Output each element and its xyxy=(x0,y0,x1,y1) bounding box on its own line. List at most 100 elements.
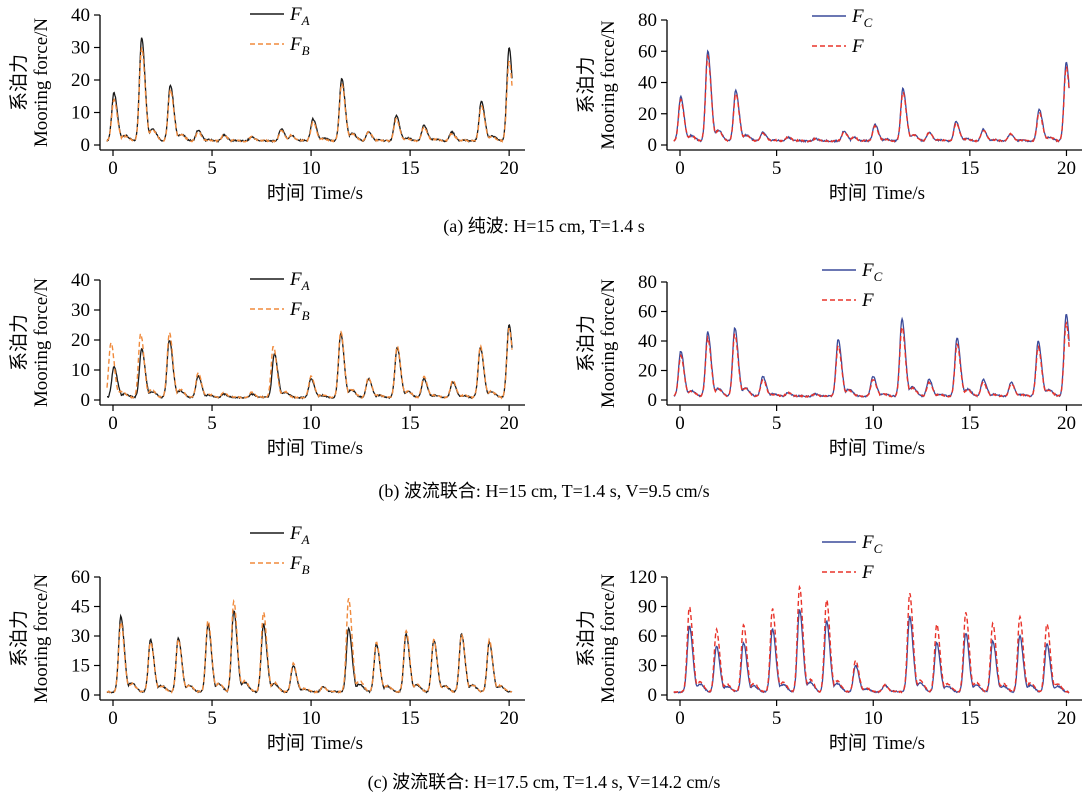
x-axis-label: 时间 Time/s xyxy=(267,732,363,754)
x-tick-label: 5 xyxy=(772,158,782,179)
x-tick-label: 20 xyxy=(1057,158,1076,179)
x-tick-label: 0 xyxy=(675,708,685,729)
y-tick-label: 60 xyxy=(71,567,90,588)
x-axis-label: 时间 Time/s xyxy=(267,437,363,459)
legend-label: FC xyxy=(851,6,873,30)
x-tick-label: 20 xyxy=(500,708,519,729)
x-tick-label: 5 xyxy=(207,708,217,729)
chart-c-left: 0 5 10 15 20 0 15 30 45 60 时间 Time/s 系泊力 Mooring for… xyxy=(8,523,525,754)
y-tick-label: 80 xyxy=(638,272,657,293)
y-tick-label: 20 xyxy=(71,330,90,351)
legend-label: FC xyxy=(861,260,883,284)
y-tick-label: 40 xyxy=(71,5,90,26)
series-f-a-line xyxy=(107,323,513,400)
x-tick-label: 5 xyxy=(207,413,217,434)
y-tick-label: 30 xyxy=(71,300,90,321)
legend-label: F xyxy=(861,562,874,583)
legend-label: FA xyxy=(289,4,310,28)
x-tick-label: 0 xyxy=(108,158,118,179)
x-tick-label: 0 xyxy=(675,158,685,179)
y-tick-label: 20 xyxy=(71,70,90,91)
caption-b: (b) 波流联合: H=15 cm, T=1.4 s, V=9.5 cm/s xyxy=(378,481,709,502)
x-tick-label: 5 xyxy=(772,413,782,434)
x-axis-label: 时间 Time/s xyxy=(829,732,925,754)
x-tick-label: 5 xyxy=(207,158,217,179)
y-axis-label-cn: 系泊力 xyxy=(575,610,597,667)
y-tick-label: 60 xyxy=(638,41,657,62)
x-tick-label: 0 xyxy=(108,708,118,729)
y-axis-label-en: Mooring force/N xyxy=(598,279,619,409)
chart-b-right: 0 5 10 15 20 0 20 40 60 80 时间 Time/s 系泊力 Mooring for… xyxy=(575,260,1082,459)
legend-label: FB xyxy=(289,34,310,58)
y-tick-label: 60 xyxy=(638,302,657,323)
x-tick-label: 20 xyxy=(500,158,519,179)
legend-label: FB xyxy=(289,299,310,323)
x-tick-label: 15 xyxy=(401,158,420,179)
x-tick-label: 20 xyxy=(1057,708,1076,729)
x-tick-label: 15 xyxy=(960,413,979,434)
legend-label: FB xyxy=(289,553,310,577)
y-tick-label: 0 xyxy=(81,685,91,706)
y-tick-label: 20 xyxy=(638,104,657,125)
x-tick-label: 10 xyxy=(302,708,321,729)
y-tick-label: 60 xyxy=(638,626,657,647)
x-tick-label: 5 xyxy=(772,708,782,729)
y-axis-label-en: Mooring force/N xyxy=(31,278,52,408)
chart-c-right: 0 5 10 15 20 0 30 60 90 120 时间 Time/s 系泊力 Mooring fo… xyxy=(575,532,1082,754)
x-tick-label: 10 xyxy=(864,158,883,179)
series-f-c-line xyxy=(673,609,1070,694)
legend-label: FA xyxy=(289,269,310,293)
x-tick-label: 15 xyxy=(960,708,979,729)
y-tick-label: 90 xyxy=(638,597,657,618)
y-tick-label: 30 xyxy=(638,656,657,677)
y-axis-label-cn: 系泊力 xyxy=(8,314,30,371)
chart-a-right: 0 5 10 15 20 0 20 40 60 80 时间 Time/s 系泊力 Mooring for… xyxy=(575,6,1082,204)
x-tick-label: 10 xyxy=(864,413,883,434)
y-axis-label-en: Mooring force/N xyxy=(31,18,52,148)
y-axis-label-cn: 系泊力 xyxy=(8,54,30,111)
x-tick-label: 15 xyxy=(401,413,420,434)
y-axis-label-cn: 系泊力 xyxy=(575,315,597,372)
y-tick-label: 45 xyxy=(71,597,90,618)
y-tick-label: 10 xyxy=(71,103,90,124)
series-f-b-line xyxy=(106,598,513,694)
series-f-c-line xyxy=(673,49,1070,144)
x-tick-label: 20 xyxy=(1057,413,1076,434)
x-tick-label: 20 xyxy=(500,413,519,434)
legend-label: FC xyxy=(861,532,883,556)
y-tick-label: 120 xyxy=(629,567,658,588)
series-f-b-line xyxy=(106,47,513,144)
x-axis-label: 时间 Time/s xyxy=(829,182,925,204)
y-tick-label: 20 xyxy=(638,361,657,382)
y-tick-label: 30 xyxy=(71,626,90,647)
y-tick-label: 40 xyxy=(71,270,90,291)
series-f-line xyxy=(673,320,1070,398)
x-tick-label: 15 xyxy=(401,708,420,729)
y-tick-label: 15 xyxy=(71,656,90,677)
x-tick-label: 0 xyxy=(675,413,685,434)
y-axis-label-en: Mooring force/N xyxy=(598,20,619,150)
legend-label: FA xyxy=(289,523,310,547)
y-tick-label: 40 xyxy=(638,331,657,352)
chart-b-left: 0 5 10 15 20 0 10 20 30 40 时间 Time/s 系泊力 Mooring for… xyxy=(8,269,525,459)
x-axis-label: 时间 Time/s xyxy=(267,182,363,204)
y-tick-label: 0 xyxy=(648,390,658,411)
y-tick-label: 30 xyxy=(71,38,90,59)
y-tick-label: 0 xyxy=(81,135,91,156)
series-f-b-line xyxy=(106,328,513,400)
y-tick-label: 0 xyxy=(648,135,658,156)
series-f-line xyxy=(673,584,1070,694)
series-f-a-line xyxy=(106,610,513,694)
x-tick-label: 10 xyxy=(302,158,321,179)
y-tick-label: 10 xyxy=(71,360,90,381)
legend-label: F xyxy=(861,290,874,311)
caption-a: (a) 纯波: H=15 cm, T=1.4 s xyxy=(443,216,644,237)
x-tick-label: 0 xyxy=(108,413,118,434)
x-tick-label: 10 xyxy=(864,708,883,729)
x-tick-label: 10 xyxy=(302,413,321,434)
y-tick-label: 40 xyxy=(638,73,657,94)
legend-label: F xyxy=(851,36,864,57)
y-tick-label: 0 xyxy=(648,685,658,706)
series-f-c-line xyxy=(673,313,1070,399)
